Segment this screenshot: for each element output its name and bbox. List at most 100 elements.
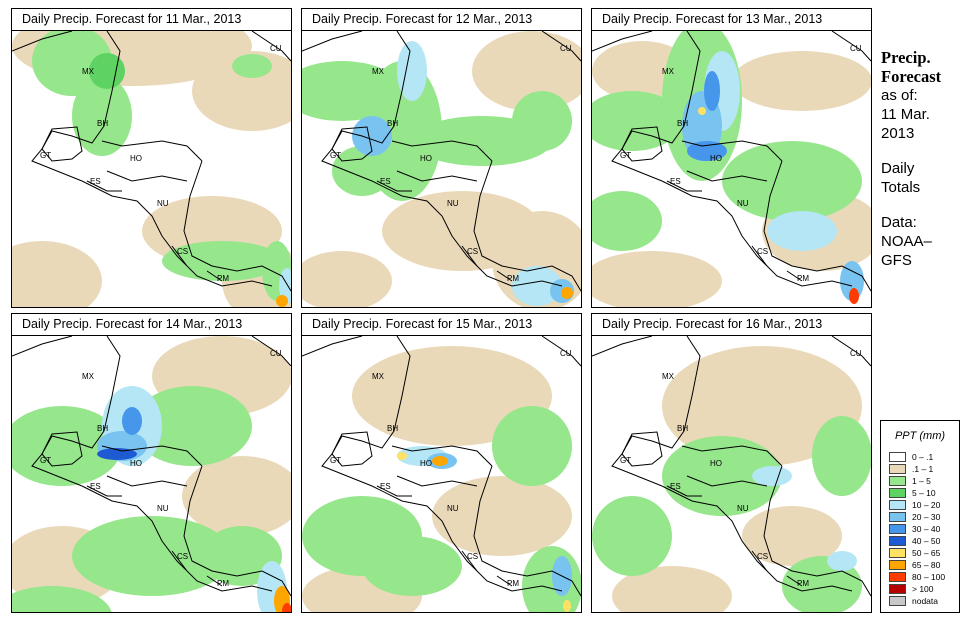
panel-title: Daily Precip. Forecast for 16 Mar., 2013	[592, 314, 871, 336]
precip-map: CU MX BH GT HO ES NU CS PM	[12, 336, 291, 612]
boundary-line	[371, 180, 563, 287]
boundary-line	[302, 336, 411, 487]
country-label: NU	[157, 199, 169, 208]
precip-map: CU MX BH GT HO ES NU CS PM	[592, 336, 871, 612]
country-label: PM	[507, 579, 519, 588]
legend-swatch	[889, 511, 906, 522]
forecast-map-panel-5: Daily Precip. Forecast for 15 Mar., 2013…	[301, 313, 582, 613]
sidebar-heading: Forecast	[881, 67, 942, 86]
precip-area	[397, 452, 407, 460]
legend-item: 10 – 20	[889, 499, 940, 510]
legend-label: 20 – 30	[912, 511, 941, 522]
legend-item: 50 – 65	[889, 547, 940, 558]
legend-item: 65 – 80	[889, 559, 940, 570]
country-label: ES	[90, 482, 101, 491]
legend-label: > 100	[912, 583, 934, 594]
country-label: HO	[130, 459, 142, 468]
legend-label: 50 – 65	[912, 547, 941, 558]
data-source: NOAA–	[881, 233, 932, 250]
precip-area	[232, 54, 272, 78]
country-label: ES	[670, 482, 681, 491]
boundary-line	[763, 465, 871, 597]
legend-swatch	[889, 463, 906, 474]
boundary-line	[666, 485, 702, 497]
boundary-line	[763, 160, 871, 292]
precip-area	[182, 456, 291, 536]
legend-label: 5 – 10	[912, 487, 936, 498]
precip-area	[612, 566, 732, 612]
country-label: ES	[90, 177, 101, 186]
boundary-line	[831, 31, 871, 62]
forecast-map-panel-2: Daily Precip. Forecast for 12 Mar., 2013…	[301, 8, 582, 308]
country-label: NU	[447, 504, 459, 513]
legend-label: .1 – 1	[912, 463, 934, 474]
boundary-line	[12, 31, 121, 182]
asof-year: 2013	[881, 125, 915, 142]
boundary-line	[461, 550, 513, 587]
legend-item: 30 – 40	[889, 523, 940, 534]
precip-area	[512, 91, 572, 151]
precip-area	[563, 600, 571, 612]
precip-area	[12, 241, 102, 307]
precip-area	[812, 416, 871, 496]
country-label: PM	[217, 579, 229, 588]
map-info-sidebar: Precip. Forecast as of: 11 Mar. 2013 Dai…	[881, 48, 965, 270]
boundary-line	[86, 180, 122, 192]
legend-swatch	[889, 595, 906, 606]
data-source: GFS	[881, 252, 912, 269]
country-label: GT	[620, 151, 631, 160]
country-label: MX	[372, 372, 385, 381]
boundary-line	[376, 180, 412, 192]
sidebar-heading: Precip.	[881, 48, 931, 67]
data-source-label: Data:	[881, 214, 917, 231]
boundary-line	[661, 180, 853, 287]
boundary-line	[621, 126, 663, 162]
country-label: CU	[560, 44, 572, 53]
country-label: HO	[130, 154, 142, 163]
country-label: NU	[447, 199, 459, 208]
precip-area	[687, 141, 727, 161]
precip-area	[732, 51, 871, 111]
precip-area	[827, 551, 857, 571]
legend-label: 65 – 80	[912, 559, 941, 570]
boundary-line	[541, 31, 581, 62]
precip-area	[432, 476, 572, 556]
boundary-line	[751, 245, 803, 282]
country-label: ES	[670, 177, 681, 186]
legend-label: 10 – 20	[912, 499, 941, 510]
precip-area	[752, 466, 792, 486]
boundary-line	[376, 485, 412, 497]
country-label: CU	[850, 349, 862, 358]
boundary-line	[101, 445, 203, 467]
country-label: CU	[850, 44, 862, 53]
boundary-line	[541, 336, 581, 367]
panel-title: Daily Precip. Forecast for 15 Mar., 2013	[302, 314, 581, 336]
boundary-line	[686, 475, 768, 487]
precip-area	[397, 41, 427, 101]
precip-map: CU MX BH GT HO ES NU CS PM	[592, 31, 871, 307]
country-label: GT	[330, 456, 341, 465]
precip-area	[840, 261, 864, 301]
totals-label: Totals	[881, 179, 921, 196]
country-label: CU	[270, 349, 282, 358]
legend-label: 30 – 40	[912, 523, 941, 534]
legend-label: 40 – 50	[912, 535, 941, 546]
legend-item: .1 – 1	[889, 463, 933, 474]
boundary-line	[473, 160, 581, 292]
country-label: GT	[40, 456, 51, 465]
country-label: CU	[270, 44, 282, 53]
country-label: GT	[620, 456, 631, 465]
precip-area	[352, 116, 392, 156]
boundary-line	[331, 431, 373, 467]
legend-item: 0 – .1	[889, 451, 933, 462]
legend-item: > 100	[889, 583, 934, 594]
legend-swatch	[889, 451, 906, 462]
boundary-line	[81, 180, 273, 287]
country-label: CS	[467, 552, 478, 561]
boundary-line	[686, 170, 768, 182]
precip-area	[492, 406, 572, 486]
country-label: BH	[97, 119, 108, 128]
asof-date: 11 Mar.	[881, 106, 930, 123]
precip-area	[522, 546, 581, 612]
country-label: MX	[372, 67, 385, 76]
